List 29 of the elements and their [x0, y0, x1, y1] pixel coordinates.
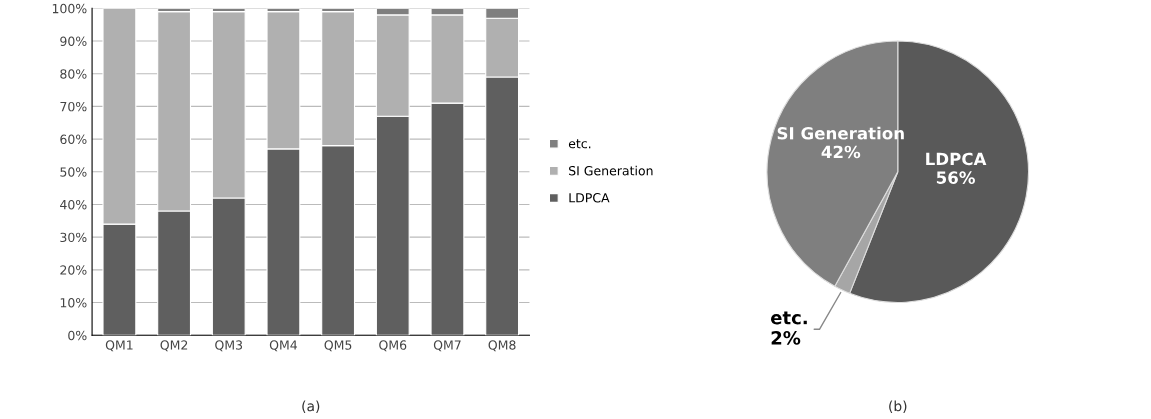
y-tick-label: 80%: [60, 69, 87, 79]
y-tick-label: 60%: [60, 134, 87, 145]
legend-label: SI Generation: [569, 165, 653, 176]
x-tick-label: QM4: [269, 340, 298, 352]
y-tick-label: 70%: [60, 101, 87, 112]
x-tick-label: QM6: [379, 340, 407, 352]
slice-label: LDPCA: [926, 152, 987, 166]
text: (a): [302, 400, 320, 413]
x-tick-label: QM7: [433, 340, 461, 352]
data-label: 42%: [821, 145, 861, 159]
x-tick-label: QM5: [324, 340, 352, 352]
legend-label: LDPCA: [569, 193, 610, 203]
y-tick-label: 20%: [60, 265, 87, 275]
y-tick-label: 10%: [60, 297, 87, 308]
y-tick-label: 0%: [68, 330, 87, 341]
data-label: 2%: [771, 330, 801, 345]
y-tick-label: 30%: [60, 232, 87, 243]
x-tick-label: QM3: [215, 340, 243, 352]
y-tick-label: 50%: [60, 167, 87, 177]
y-tick-label: 40%: [60, 199, 87, 210]
y-tick-label: 90%: [60, 36, 87, 46]
x-tick-label: QM8: [488, 340, 516, 352]
x-tick-label: QM1: [105, 340, 133, 352]
x-tick-label: QM2: [160, 340, 188, 352]
text: (b): [889, 400, 907, 413]
y-tick-label: 100%: [52, 3, 87, 14]
slice-label: etc.: [770, 311, 807, 325]
data-label: 56%: [936, 171, 975, 184]
legend-label: etc.: [568, 139, 591, 149]
